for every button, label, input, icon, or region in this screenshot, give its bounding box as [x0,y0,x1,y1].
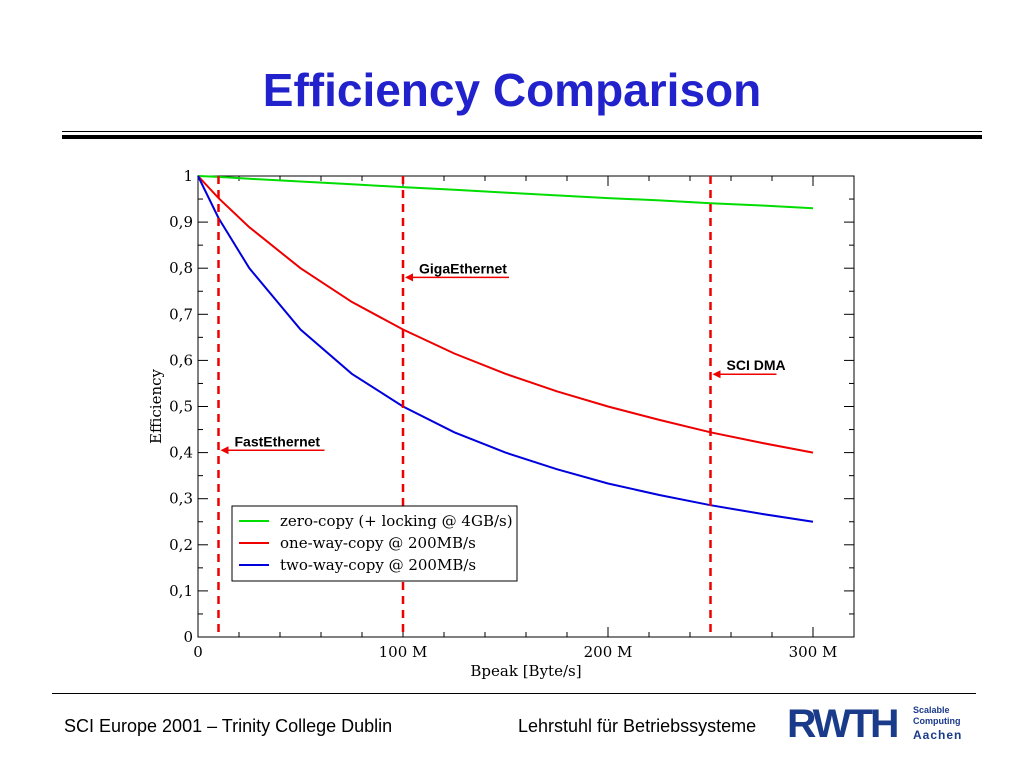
x-axis-label: Bpeak [Byte/s] [470,662,581,680]
logo-line-2: Computing [913,716,961,726]
y-tick-label: 0,3 [169,490,193,508]
x-tick-label: 200 M [584,643,633,661]
logo-line-3: Aachen [913,728,963,742]
legend-label-3: two-way-copy @ 200MB/s [280,556,476,574]
y-tick-label: 0 [183,628,193,646]
footer-conference: SCI Europe 2001 – Trinity College Dublin [64,716,393,736]
x-tick-label: 0 [193,643,203,661]
reference-label-2: GigaEthernet [419,260,507,276]
y-tick-label: 1 [183,167,193,185]
series-line-3 [197,175,814,523]
series-line-1 [197,175,814,210]
series-line-2 [197,175,814,454]
y-tick-label: 0,1 [169,582,193,600]
chart-container: 0 0,1 0,2 0,3 0,4 0,5 0,6 0,7 0,8 0,9 1 0 100 M 200 M… [147,167,855,680]
rwth-logo: RWTH Scalable Computing Aachen [787,704,973,744]
y-tick-label: 0,7 [169,305,193,323]
logo-line-1: Scalable [913,705,950,715]
y-tick-label: 0,6 [169,351,193,369]
reference-arrow-head-1 [220,446,229,455]
y-tick-label: 0,4 [169,444,193,462]
y-tick-label: 0,8 [169,259,193,277]
logo-wordmark: RWTH [787,702,899,746]
y-tick-label: 0,5 [169,398,193,416]
legend-box [231,505,518,582]
x-tick-label: 300 M [789,643,838,661]
footer-divider [52,693,976,694]
y-tick-label: 0,9 [169,213,193,231]
title-divider-thick [62,135,982,139]
footer-department: Lehrstuhl für Betriebssysteme [518,716,757,736]
reference-label-1: FastEthernet [235,433,321,449]
slide-title: Efficiency Comparison [262,64,762,116]
x-tick-label: 100 M [379,643,428,661]
y-axis-label: Efficiency [147,368,165,444]
efficiency-chart: 0 0,1 0,2 0,3 0,4 0,5 0,6 0,7 0,8 0,9 1 0 100 M 200 M… [147,167,855,680]
reference-arrow-head-2 [405,273,413,282]
reference-label-3: SCI DMA [727,357,786,373]
y-tick-label: 0,2 [169,536,193,554]
title-divider-thin [62,131,982,132]
reference-arrow-head-3 [712,370,721,379]
legend-label-1: zero-copy (+ locking @ 4GB/s) [280,512,513,530]
legend-label-2: one-way-copy @ 200MB/s [280,534,476,552]
